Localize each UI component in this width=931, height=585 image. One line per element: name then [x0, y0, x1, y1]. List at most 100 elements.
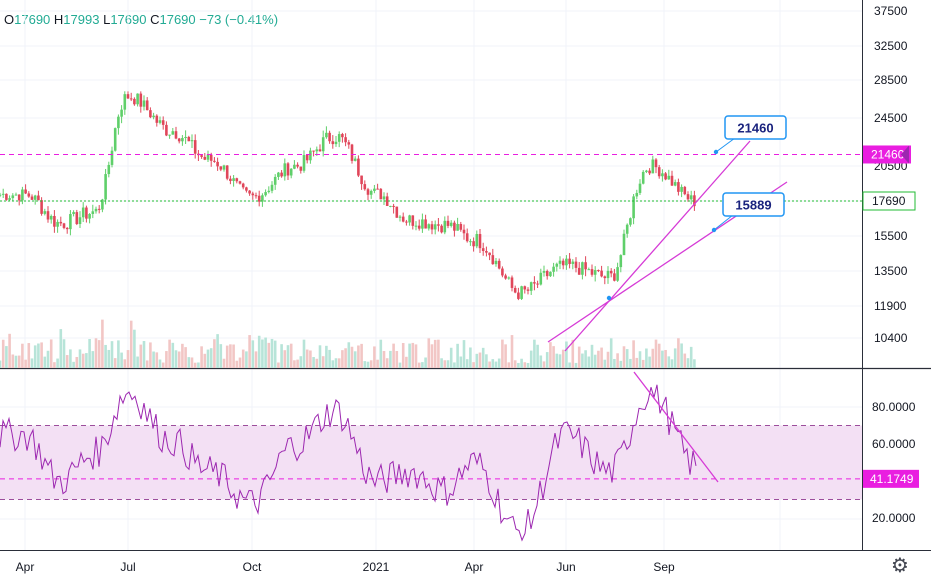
volume-bar-95: [302, 339, 306, 368]
volume-bar-93: [296, 359, 299, 368]
volume-bar-166: [529, 350, 533, 368]
time-label-5: Jun: [556, 560, 575, 574]
candle-body-130: [414, 225, 418, 227]
volume-bar-149: [475, 353, 479, 368]
volume-bar-144: [459, 356, 463, 368]
candle-body-156: [497, 260, 501, 269]
volume-bar-118: [376, 359, 379, 368]
high-value: 17993: [63, 12, 100, 27]
volume-bar-20: [62, 339, 66, 368]
candle-body-200: [638, 183, 642, 193]
candle-body-50: [158, 120, 162, 123]
time-label-1: Jul: [120, 560, 135, 574]
volume-bar-92: [293, 360, 296, 368]
callout-leader-2: [713, 214, 734, 231]
candle-body-71: [225, 165, 229, 179]
candle-body-98: [312, 150, 315, 152]
volume-bar-48: [152, 351, 155, 368]
candle-body-95: [302, 155, 306, 171]
support-callout[interactable]: 15889: [722, 192, 785, 217]
volume-bar-182: [581, 353, 584, 368]
candle-body-177: [565, 258, 568, 266]
callout-leader-1: [715, 137, 736, 153]
volume-bar-94: [299, 356, 303, 368]
anchor-dot-3: [606, 295, 612, 301]
volume-bar-162: [517, 362, 520, 368]
volume-bar-146: [465, 359, 469, 368]
candle-body-133: [424, 219, 427, 229]
volume-bar-0: [0, 360, 2, 368]
volume-bar-63: [200, 346, 203, 368]
candle-body-10: [30, 196, 34, 200]
candle-body-110: [350, 144, 354, 161]
candle-body-173: [552, 266, 555, 272]
price-tick-0: 37500: [874, 4, 908, 18]
candle-body-189: [603, 276, 607, 279]
candle-body-143: [456, 223, 459, 231]
volume-bar-12: [37, 343, 40, 368]
candle-body-123: [392, 205, 395, 207]
volume-bar-36: [113, 358, 117, 368]
candle-body-159: [507, 277, 511, 279]
volume-bar-107: [341, 350, 344, 368]
volume-bar-57: [181, 343, 184, 368]
volume-bar-187: [597, 350, 600, 368]
candle-body-217: [693, 195, 696, 207]
volume-bar-110: [350, 346, 354, 368]
volume-bar-132: [421, 362, 424, 368]
candle-body-157: [501, 268, 504, 276]
volume-bar-167: [533, 339, 536, 368]
volume-bar-201: [641, 359, 645, 368]
candle-body-57: [181, 138, 184, 142]
candle-body-38: [120, 109, 123, 117]
price-tick-2: 28500: [874, 73, 908, 87]
volume-bar-151: [481, 347, 485, 368]
candle-body-64: [203, 156, 207, 160]
volume-bar-35: [110, 341, 114, 368]
volume-bar-133: [424, 357, 427, 368]
candle-body-94: [299, 166, 303, 171]
candle-body-183: [584, 262, 587, 270]
candle-body-75: [238, 181, 242, 184]
candle-body-165: [526, 289, 530, 291]
candle-body-142: [453, 222, 456, 231]
candle-body-43: [136, 93, 139, 105]
volume-bar-171: [545, 352, 549, 368]
volume-bar-122: [389, 350, 392, 368]
volume-bar-158: [504, 344, 507, 368]
candle-body-206: [657, 167, 661, 177]
callouts[interactable]: 21460 15889: [713, 115, 787, 231]
candle-body-118: [376, 188, 379, 190]
candle-body-115: [366, 189, 370, 195]
volume-bar-21: [65, 355, 69, 368]
candle-body-25: [78, 217, 82, 225]
volume-bar-45: [142, 341, 146, 368]
current-price-label: 17690: [872, 194, 906, 208]
volume-bar-40: [126, 350, 130, 368]
candle-body-65: [206, 154, 210, 160]
volume-bar-26: [81, 353, 85, 368]
resistance-callout[interactable]: 21460: [724, 115, 787, 140]
volume-bar-189: [603, 359, 607, 368]
volume-bar-142: [453, 362, 456, 368]
rsi-pane: [0, 371, 862, 542]
candle-body-51: [161, 120, 165, 125]
volume-bar-205: [654, 339, 658, 368]
volume-bar-103: [328, 349, 331, 368]
candle-body-139: [443, 220, 447, 233]
candle-body-29: [91, 211, 95, 214]
candle-body-169: [539, 272, 543, 285]
candle-body-78: [248, 190, 251, 194]
volume-bar-188: [600, 347, 603, 368]
candle-body-112: [357, 158, 360, 176]
gear-icon[interactable]: ⚙: [891, 555, 909, 577]
volume-bar-214: [683, 353, 687, 368]
candle-body-124: [395, 206, 399, 218]
candle-body-126: [401, 216, 405, 222]
volume-bar-37: [117, 340, 120, 368]
volume-bar-14: [43, 356, 47, 368]
resistance-tag: [863, 145, 911, 164]
volume-bar-163: [520, 358, 523, 368]
candle-body-17: [53, 215, 56, 227]
